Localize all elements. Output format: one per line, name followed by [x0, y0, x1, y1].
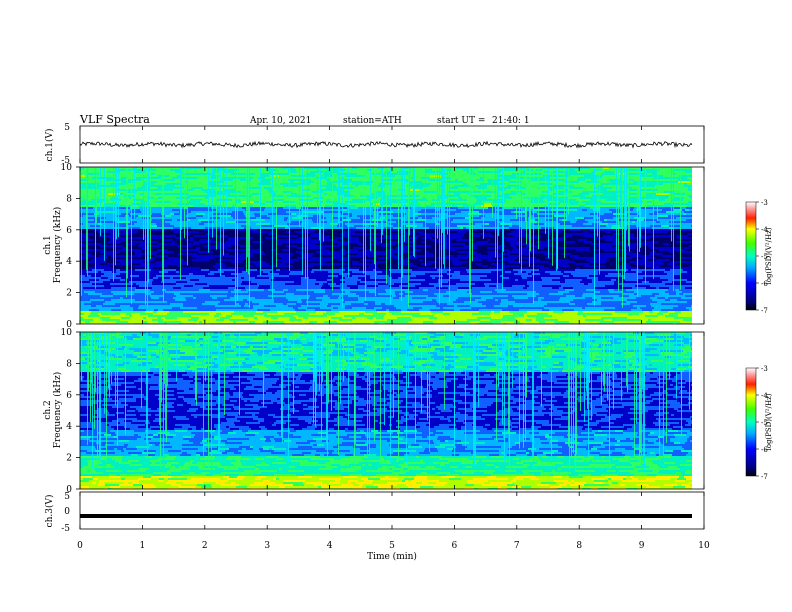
ch3-ylabel: ch.3(V) [44, 495, 55, 528]
ch2-spec-ytick-label: 6 [66, 391, 72, 401]
ch2-colorbar-tick-label: -4 [761, 392, 768, 400]
start-label: start UT = [437, 116, 485, 126]
ch1-spec-ylabel: ch.1 [43, 235, 53, 254]
x-tick-label: 5 [389, 541, 395, 551]
x-tick-label: 0 [77, 541, 83, 551]
ch1-colorbar-tick-label: -5 [761, 253, 768, 261]
ch1-frame [79, 125, 705, 164]
ch2-spec-ytick-label: 0 [66, 485, 72, 495]
ch1-spec-ytick-label: 8 [66, 194, 72, 204]
x-tick-label: 8 [576, 541, 582, 551]
ch2-colorbar-tick-label: -5 [761, 419, 768, 427]
ch2-spec-ytick-label: 2 [66, 454, 72, 464]
ch2-spec-freq-label: Frequency (kHz) [52, 372, 63, 449]
ch3-ytick-bottom: -5 [61, 524, 70, 534]
x-tick-label: 7 [514, 541, 520, 551]
ch1-colorbar [745, 201, 757, 311]
ch3-trace [80, 514, 692, 518]
ch2-spec-ytick-label: 4 [66, 422, 72, 432]
x-tick-label: 9 [639, 541, 645, 551]
station-label: station=ATH [343, 116, 402, 126]
ch1-spectrogram [80, 167, 704, 324]
ch1-colorbar-tick-label: -4 [761, 226, 768, 234]
ch1-spec-ytick-label: 10 [61, 163, 73, 173]
ch2-spec-ylabel: ch.2 [43, 400, 53, 419]
x-tick-label: 1 [140, 541, 146, 551]
ch2-colorbar-label: log(PSD)(V²/Hz) [765, 393, 773, 450]
ch2-colorbar-tick-label: -6 [761, 446, 768, 454]
ch1-spec-ytick-label: 0 [66, 320, 72, 330]
ch1-spec-ytick-label: 2 [66, 289, 72, 299]
ch1-colorbar-label: log(PSD)(V²/Hz) [765, 227, 773, 284]
x-tick-label: 4 [327, 541, 333, 551]
ch2-colorbar [745, 367, 757, 477]
ch2-spectrogram [80, 332, 704, 489]
x-tick-label: 2 [202, 541, 208, 551]
ch2-spec-ytick-label: 10 [61, 328, 73, 338]
panel-ch3-waveform: 5 0 -5 ch.3(V) 0 1 2 3 4 5 6 7 8 9 10 Time (min) [44, 126, 710, 562]
ch2-spec-ytick-label: 8 [66, 359, 72, 369]
ch1-spec-ytick-label: 4 [66, 257, 72, 267]
ch1-ytick-top: 5 [64, 123, 70, 133]
ch1-colorbar-tick-label: -6 [761, 280, 768, 288]
ch1-ylabel: ch.1(V) [44, 129, 55, 162]
x-tick-label: 10 [698, 541, 710, 551]
ch1-colorbar-tick-label: -7 [761, 307, 768, 315]
x-tick-label: 3 [264, 541, 270, 551]
ch3-frame [79, 491, 705, 530]
ch2-colorbar-tick-label: -3 [761, 365, 768, 373]
date-label: Apr. 10, 2021 [249, 116, 311, 126]
ch3-ytick-top: 5 [64, 492, 70, 502]
start-time-label: 21:40: 1 [492, 116, 530, 126]
x-axis-label: Time (min) [367, 551, 417, 562]
ch1-trace [79, 140, 693, 149]
ch1-ytick-bottom: -5 [61, 156, 70, 166]
ch1-colorbar-tick-label: -3 [761, 199, 768, 207]
ch2-colorbar-tick-label: -7 [761, 473, 768, 481]
ch1-spec-freq-label: Frequency (kHz) [52, 207, 63, 284]
panel-ch1-waveform: 5 -5 ch.1(V) [44, 123, 705, 166]
ch1-spec-ytick-label: 6 [66, 226, 72, 236]
ch3-ytick-mid: 0 [64, 507, 70, 517]
figure-title: VLF Spectra [79, 113, 150, 126]
x-tick-label: 6 [452, 541, 458, 551]
